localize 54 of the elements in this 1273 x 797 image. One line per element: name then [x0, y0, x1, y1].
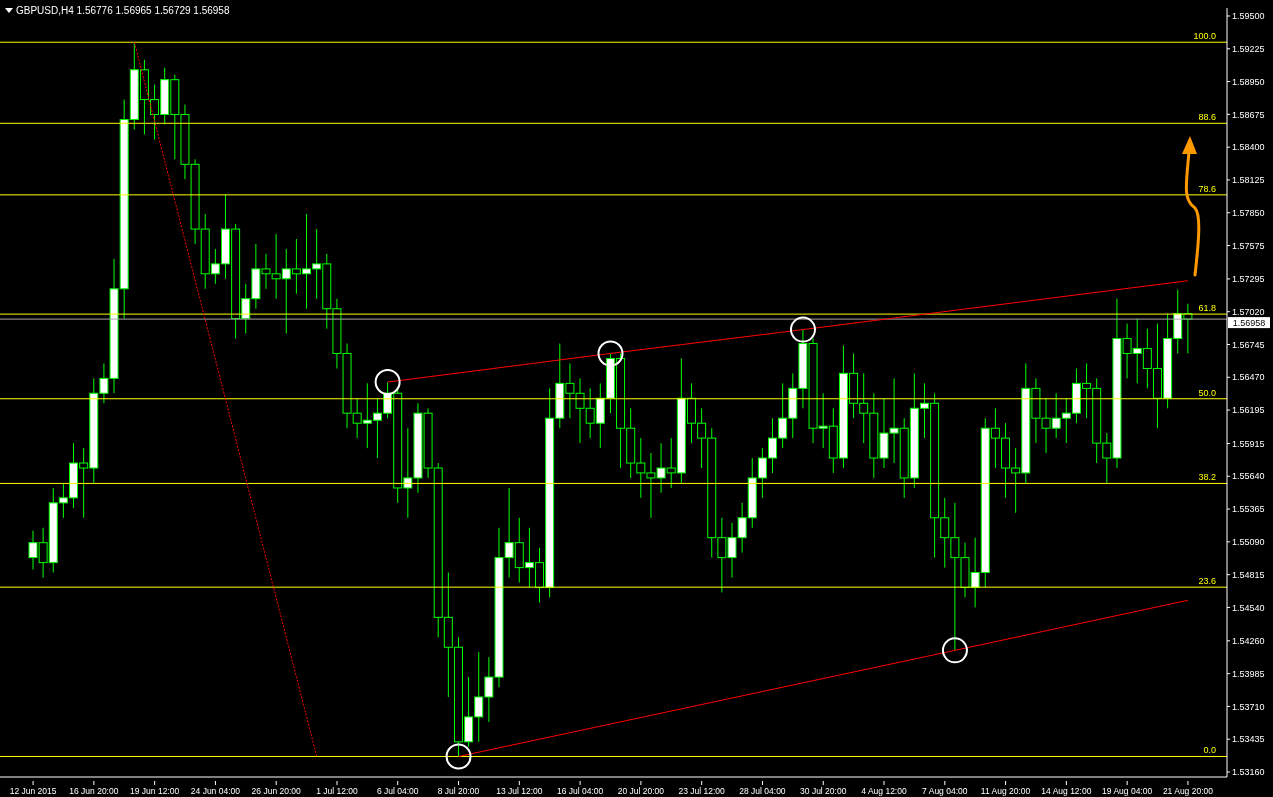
x-tick-label: 23 Jul 12:00 [678, 786, 726, 796]
y-tick-label: 1.59225 [1232, 43, 1265, 54]
y-tick-label: 1.56470 [1232, 372, 1265, 383]
y-tick-label: 1.57575 [1232, 240, 1265, 251]
x-tick-label: 30 Jul 20:00 [800, 786, 847, 796]
y-tick-label: 1.58675 [1232, 109, 1265, 120]
y-tick-label: 1.56195 [1232, 405, 1265, 416]
x-tick-label: 12 Jun 2015 [9, 786, 57, 796]
x-tick-label: 24 Jun 04:00 [190, 786, 241, 796]
y-tick-label: 1.58400 [1232, 142, 1265, 153]
y-tick-label: 1.59500 [1232, 11, 1265, 22]
x-tick-label: 20 Jul 20:00 [617, 786, 665, 796]
y-tick-label: 1.55090 [1232, 537, 1265, 548]
y-tick-label: 1.53435 [1232, 734, 1265, 745]
x-tick-label: 28 Jul 04:00 [739, 786, 786, 796]
annotation: 38.2 [1198, 472, 1216, 483]
x-tick-label: 13 Jul 12:00 [496, 786, 543, 796]
x-tick-label: 4 Aug 12:00 [861, 786, 907, 796]
x-tick-label: 8 Jul 20:00 [437, 786, 480, 796]
annotation: 50.0 [1198, 387, 1216, 398]
y-tick-label: 1.53985 [1232, 668, 1265, 679]
annotation: 88.6 [1198, 112, 1216, 123]
y-tick-label: 1.58950 [1232, 76, 1265, 87]
x-tick-label: 14 Aug 12:00 [1041, 786, 1092, 796]
y-tick-label: 1.54540 [1232, 602, 1265, 613]
y-tick-label: 1.55365 [1232, 504, 1265, 515]
x-tick-label: 19 Jun 12:00 [130, 786, 180, 796]
annotation: 100.0 [1193, 31, 1216, 42]
y-tick-label: 1.57295 [1232, 274, 1265, 285]
x-tick-label: 1 Jul 12:00 [316, 786, 359, 796]
ref-line-label: 1.56958 [1232, 318, 1266, 329]
x-tick-label: 11 Aug 20:00 [980, 786, 1031, 796]
annotation: 78.6 [1198, 183, 1216, 194]
y-tick-label: 1.56745 [1232, 339, 1265, 350]
y-tick-label: 1.54260 [1232, 636, 1265, 647]
annotation: 61.8 [1198, 303, 1216, 314]
y-tick-label: 1.57850 [1232, 207, 1265, 218]
y-tick-label: 1.53710 [1232, 701, 1265, 712]
x-tick-label: 6 Jul 04:00 [376, 786, 419, 796]
x-tick-label: 16 Jul 04:00 [556, 786, 604, 796]
y-tick-label: 1.55915 [1232, 438, 1265, 449]
x-tick-label: 16 Jun 20:00 [69, 786, 119, 796]
x-tick-label: 7 Aug 04:00 [922, 786, 968, 796]
annotation: 0.0 [1203, 745, 1216, 756]
x-tick-label: 26 Jun 20:00 [251, 786, 302, 796]
x-tick-label: 19 Aug 04:00 [1102, 786, 1153, 796]
y-tick-label: 1.55640 [1232, 471, 1265, 482]
y-tick-label: 1.53160 [1232, 767, 1265, 778]
chart-title: GBPUSD,H4 1.56776 1.56965 1.56729 1.56958 [16, 5, 230, 16]
y-tick-label: 1.54815 [1232, 569, 1265, 580]
x-tick-label: 21 Aug 20:00 [1162, 786, 1214, 796]
y-tick-label: 1.58125 [1232, 175, 1265, 186]
annotation: 23.6 [1198, 576, 1216, 587]
y-tick-label: 1.57020 [1232, 306, 1265, 317]
